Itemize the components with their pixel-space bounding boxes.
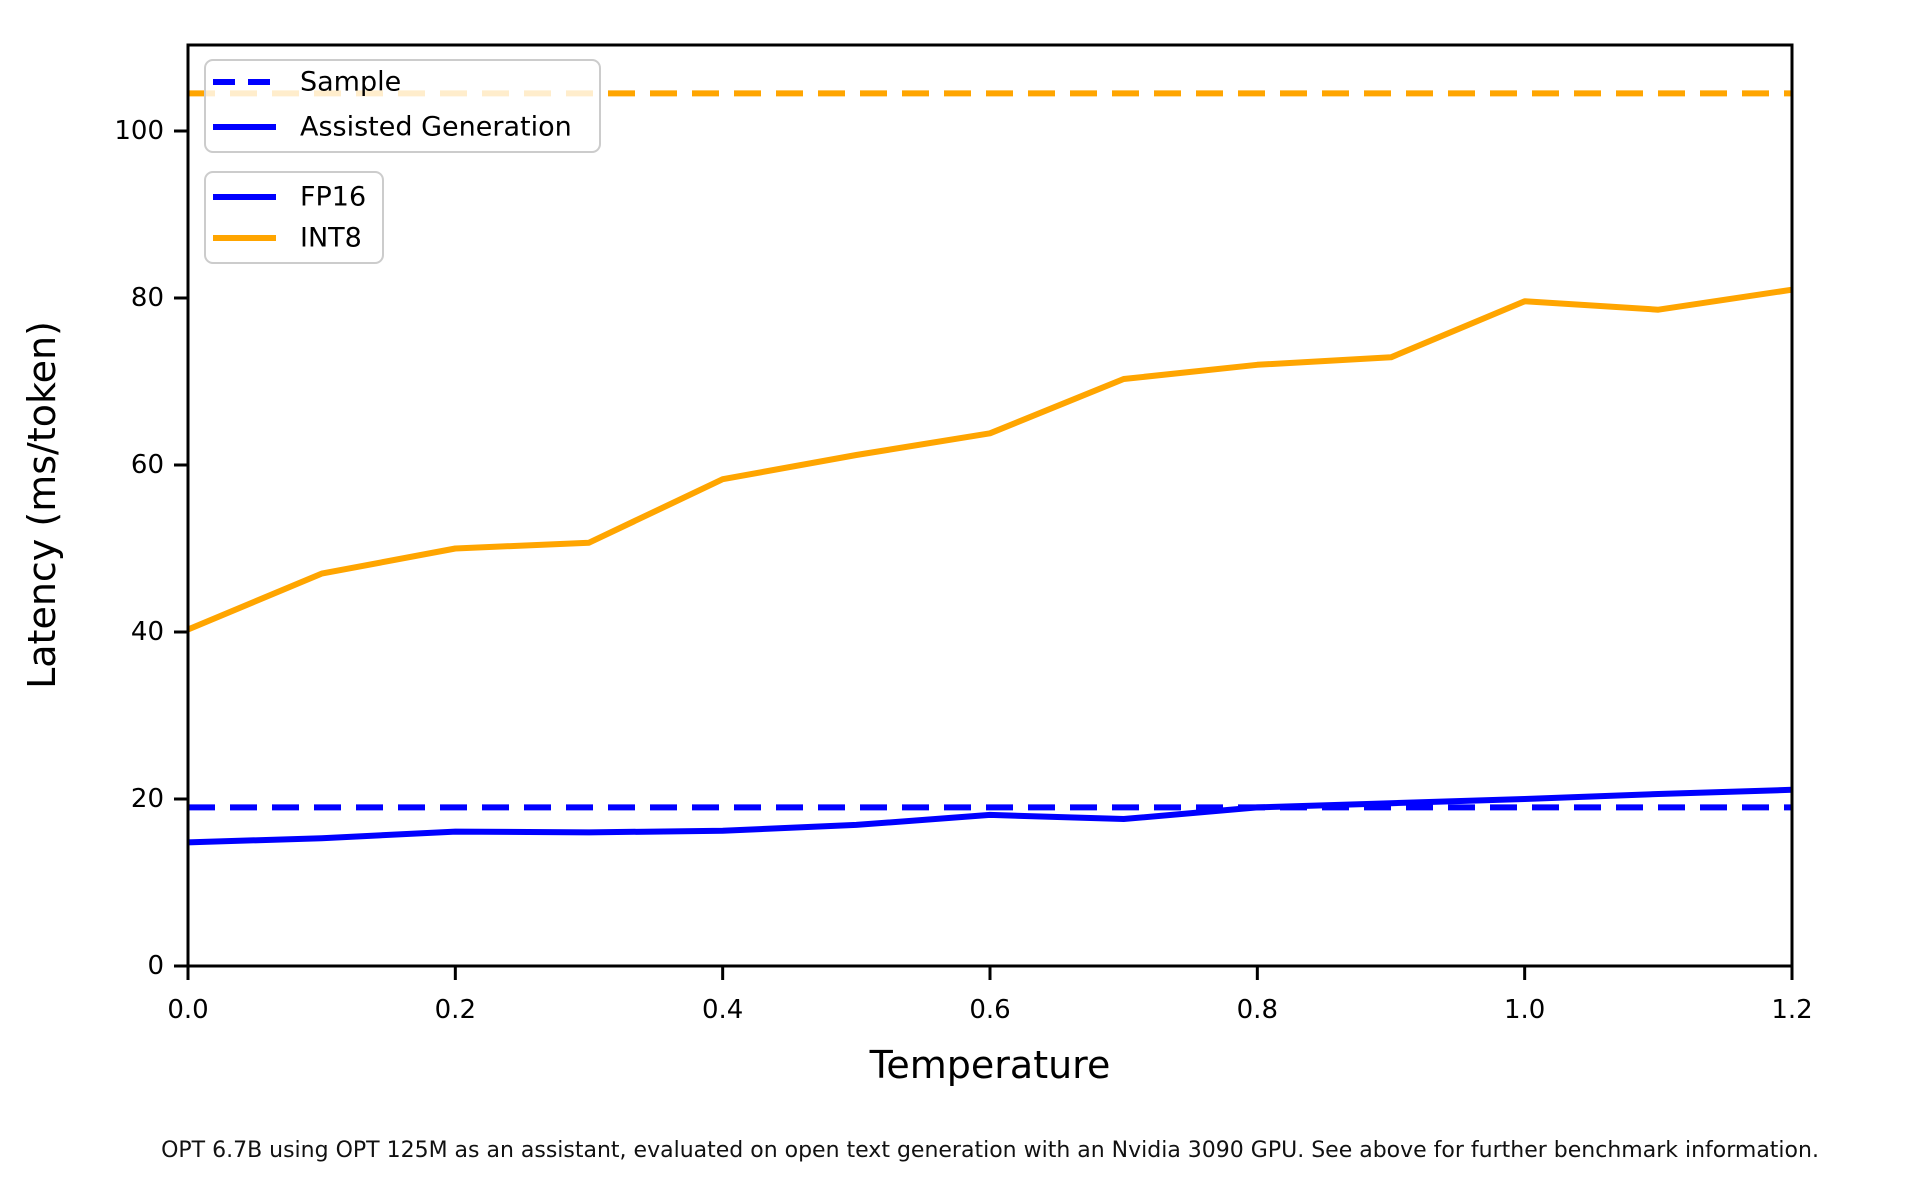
- assisted-int8-line: [186, 286, 1793, 633]
- legend-box: [204, 59, 601, 153]
- legend-entry-assisted-generation: Assisted Generation: [300, 112, 572, 143]
- y-tick-label: 80: [131, 283, 164, 313]
- y-tick-label: 60: [131, 450, 164, 480]
- x-tick-label: 1.0: [1504, 995, 1545, 1025]
- legend-precision: FP16 INT8: [204, 171, 384, 264]
- series-lines: [186, 90, 1793, 846]
- y-tick-label: 100: [114, 116, 164, 146]
- x-tick-label: 0.6: [969, 995, 1010, 1025]
- plot-frame: [186, 43, 1794, 968]
- y-tick-label: 0: [147, 951, 164, 981]
- assisted-fp16-line: [187, 786, 1793, 846]
- x-tick-label: 0.8: [1237, 995, 1278, 1025]
- x-tick-label: 0.0: [167, 995, 208, 1025]
- legend-linestyle: Sample Assisted Generation: [204, 59, 601, 153]
- y-axis-label: Latency (ms/token): [20, 321, 64, 689]
- x-axis-ticks: 0.0 0.2 0.4 0.6 0.8 1.0 1.2: [167, 966, 1813, 1025]
- x-axis-label: Temperature: [869, 1043, 1111, 1087]
- legend-entry-sample: Sample: [300, 67, 401, 98]
- y-tick-label: 20: [131, 784, 164, 814]
- figure-caption: OPT 6.7B using OPT 125M as an assistant,…: [161, 1138, 1819, 1163]
- legend-entry-fp16: FP16: [300, 182, 366, 213]
- y-axis-ticks: 0 20 40 60 80 100: [114, 116, 188, 981]
- x-tick-label: 0.2: [435, 995, 476, 1025]
- y-tick-label: 40: [131, 617, 164, 647]
- legend-entry-int8: INT8: [300, 223, 362, 254]
- x-tick-label: 1.2: [1771, 995, 1812, 1025]
- x-tick-label: 0.4: [702, 995, 743, 1025]
